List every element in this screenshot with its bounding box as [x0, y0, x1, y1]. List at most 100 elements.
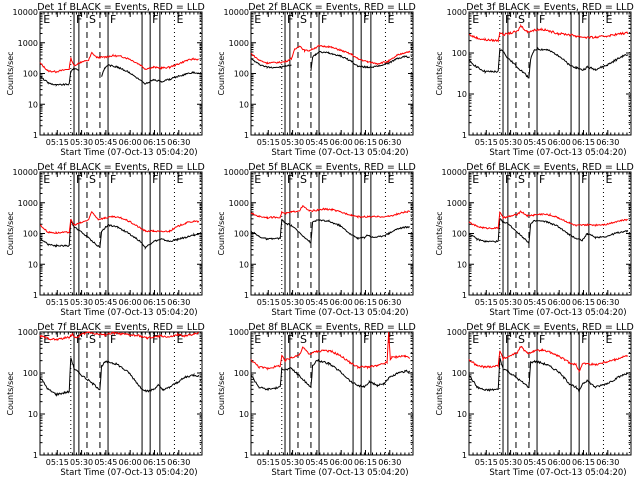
x-tick-label: 05:45 [305, 138, 328, 147]
y-tick-label: 100 [23, 230, 38, 239]
x-tick-label: 05:30 [70, 458, 93, 467]
region-label: E [472, 173, 479, 186]
marker-label: F [321, 333, 327, 346]
x-tick-label: 05:15 [257, 458, 280, 467]
y-tick-label: 10 [239, 260, 249, 269]
y-tick-label: 10 [28, 260, 38, 269]
x-axis-label: Start Time (07-Oct-13 05:04:20) [271, 308, 408, 318]
panel-det-2: Det 2f BLACK = Events, RED = LLD 1 10 100 10… [217, 2, 416, 158]
series-lld-line [250, 331, 411, 371]
x-tick-label: 05:15 [475, 458, 498, 467]
x-tick-label: 06:15 [572, 298, 595, 307]
x-tick-label: 06:00 [119, 138, 142, 147]
x-tick-label: 06:00 [330, 138, 353, 147]
marker-label: F [363, 333, 369, 346]
series-lld-line [468, 345, 629, 374]
chart-title: Det 2f BLACK = Events, RED = LLD [248, 2, 416, 13]
series-lld-line [40, 210, 200, 234]
region-label: E [254, 173, 261, 186]
x-axis-label: Start Time (07-Oct-13 05:04:20) [489, 308, 626, 318]
region-label: E [472, 13, 479, 26]
x-tick-label: 05:30 [70, 138, 93, 147]
marker-label: E [176, 333, 183, 346]
x-tick-label: 05:15 [46, 458, 69, 467]
x-tick-label: 05:45 [305, 298, 328, 307]
x-tick-label: 06:00 [548, 138, 571, 147]
panel-det-8: Det 8f BLACK = Events, RED = LLD 1 10 100 10… [217, 322, 416, 478]
x-tick-label: 05:30 [281, 138, 304, 147]
y-tick-label: 1 [462, 131, 467, 140]
region-label: E [43, 333, 50, 346]
x-tick-label: 06:30 [167, 298, 190, 307]
marker-label: S [300, 333, 307, 346]
marker-label: S [518, 333, 525, 346]
y-tick-label: 100 [452, 369, 467, 378]
y-tick-label: 10 [457, 260, 467, 269]
panel-det-7: Det 7f BLACK = Events, RED = LLD 1 10 100 10… [6, 322, 205, 478]
x-tick-label: 05:45 [523, 458, 546, 467]
plot-frame [468, 171, 632, 296]
series-events-line [39, 63, 200, 87]
marker-label: F [110, 173, 116, 186]
y-tick-label: 1000 [18, 199, 38, 208]
marker-label: E [605, 13, 612, 26]
x-tick-label: 05:45 [94, 138, 117, 147]
x-tick-label: 06:00 [548, 298, 571, 307]
marker-label: F [581, 173, 587, 186]
x-tick-label: 06:30 [596, 298, 619, 307]
y-tick-label: 10 [239, 410, 249, 419]
y-tick-label: 1 [462, 291, 467, 300]
series-lld-line [39, 331, 199, 342]
x-tick-label: 05:30 [281, 458, 304, 467]
x-tick-label: 05:45 [523, 138, 546, 147]
panel-det-9: Det 9f BLACK = Events, RED = LLD 1 10 100 10… [435, 322, 634, 478]
marker-label: F [539, 333, 545, 346]
y-axis-label: Counts/sec [435, 211, 444, 255]
panel-det-4: Det 4f BLACK = Events, RED = LLD 1 10 100 10… [6, 162, 205, 318]
x-axis-label: Start Time (07-Oct-13 05:04:20) [60, 148, 197, 158]
y-tick-label: 1 [33, 131, 38, 140]
y-tick-label: 100 [234, 230, 249, 239]
x-tick-label: 05:30 [499, 138, 522, 147]
marker-label: S [89, 333, 96, 346]
region-label: E [472, 333, 479, 346]
x-tick-label: 06:15 [143, 138, 166, 147]
y-axis-label: Counts/sec [435, 51, 444, 95]
y-tick-label: 10000 [13, 8, 38, 17]
y-tick-label: 10000 [224, 168, 249, 177]
marker-label: F [539, 13, 545, 26]
x-tick-label: 06:15 [143, 298, 166, 307]
y-tick-label: 10000 [224, 8, 249, 17]
y-tick-label: 1 [244, 131, 249, 140]
marker-label: F [539, 173, 545, 186]
marker-label: S [89, 13, 96, 26]
chart-title: Det 8f BLACK = Events, RED = LLD [248, 322, 416, 333]
series-events-line [468, 357, 628, 393]
x-tick-label: 06:30 [378, 298, 401, 307]
panel-det-5: Det 5f BLACK = Events, RED = LLD 1 10 100 10… [217, 162, 416, 318]
plot-frame [250, 11, 414, 136]
x-tick-label: 06:30 [378, 138, 401, 147]
x-tick-label: 06:00 [548, 458, 571, 467]
y-axis-label: Counts/sec [217, 51, 226, 95]
y-tick-label: 100 [23, 70, 38, 79]
x-tick-label: 06:00 [119, 458, 142, 467]
marker-label: F [321, 13, 327, 26]
marker-label: S [300, 13, 307, 26]
marker-label: S [518, 173, 525, 186]
series-lld-line [39, 51, 199, 74]
plot-frame [39, 331, 203, 456]
y-tick-label: 1 [462, 451, 467, 460]
x-tick-label: 05:15 [46, 298, 69, 307]
x-tick-label: 05:15 [257, 298, 280, 307]
y-tick-label: 100 [452, 230, 467, 239]
panel-det-6: Det 6f BLACK = Events, RED = LLD 1 10 100 10… [435, 162, 634, 318]
x-tick-label: 05:30 [499, 298, 522, 307]
plot-frame [39, 11, 203, 136]
marker-label: F [581, 13, 587, 26]
series-events-line [39, 357, 200, 397]
x-tick-label: 05:45 [94, 298, 117, 307]
y-tick-label: 1000 [229, 328, 249, 337]
y-tick-label: 1000 [447, 199, 467, 208]
